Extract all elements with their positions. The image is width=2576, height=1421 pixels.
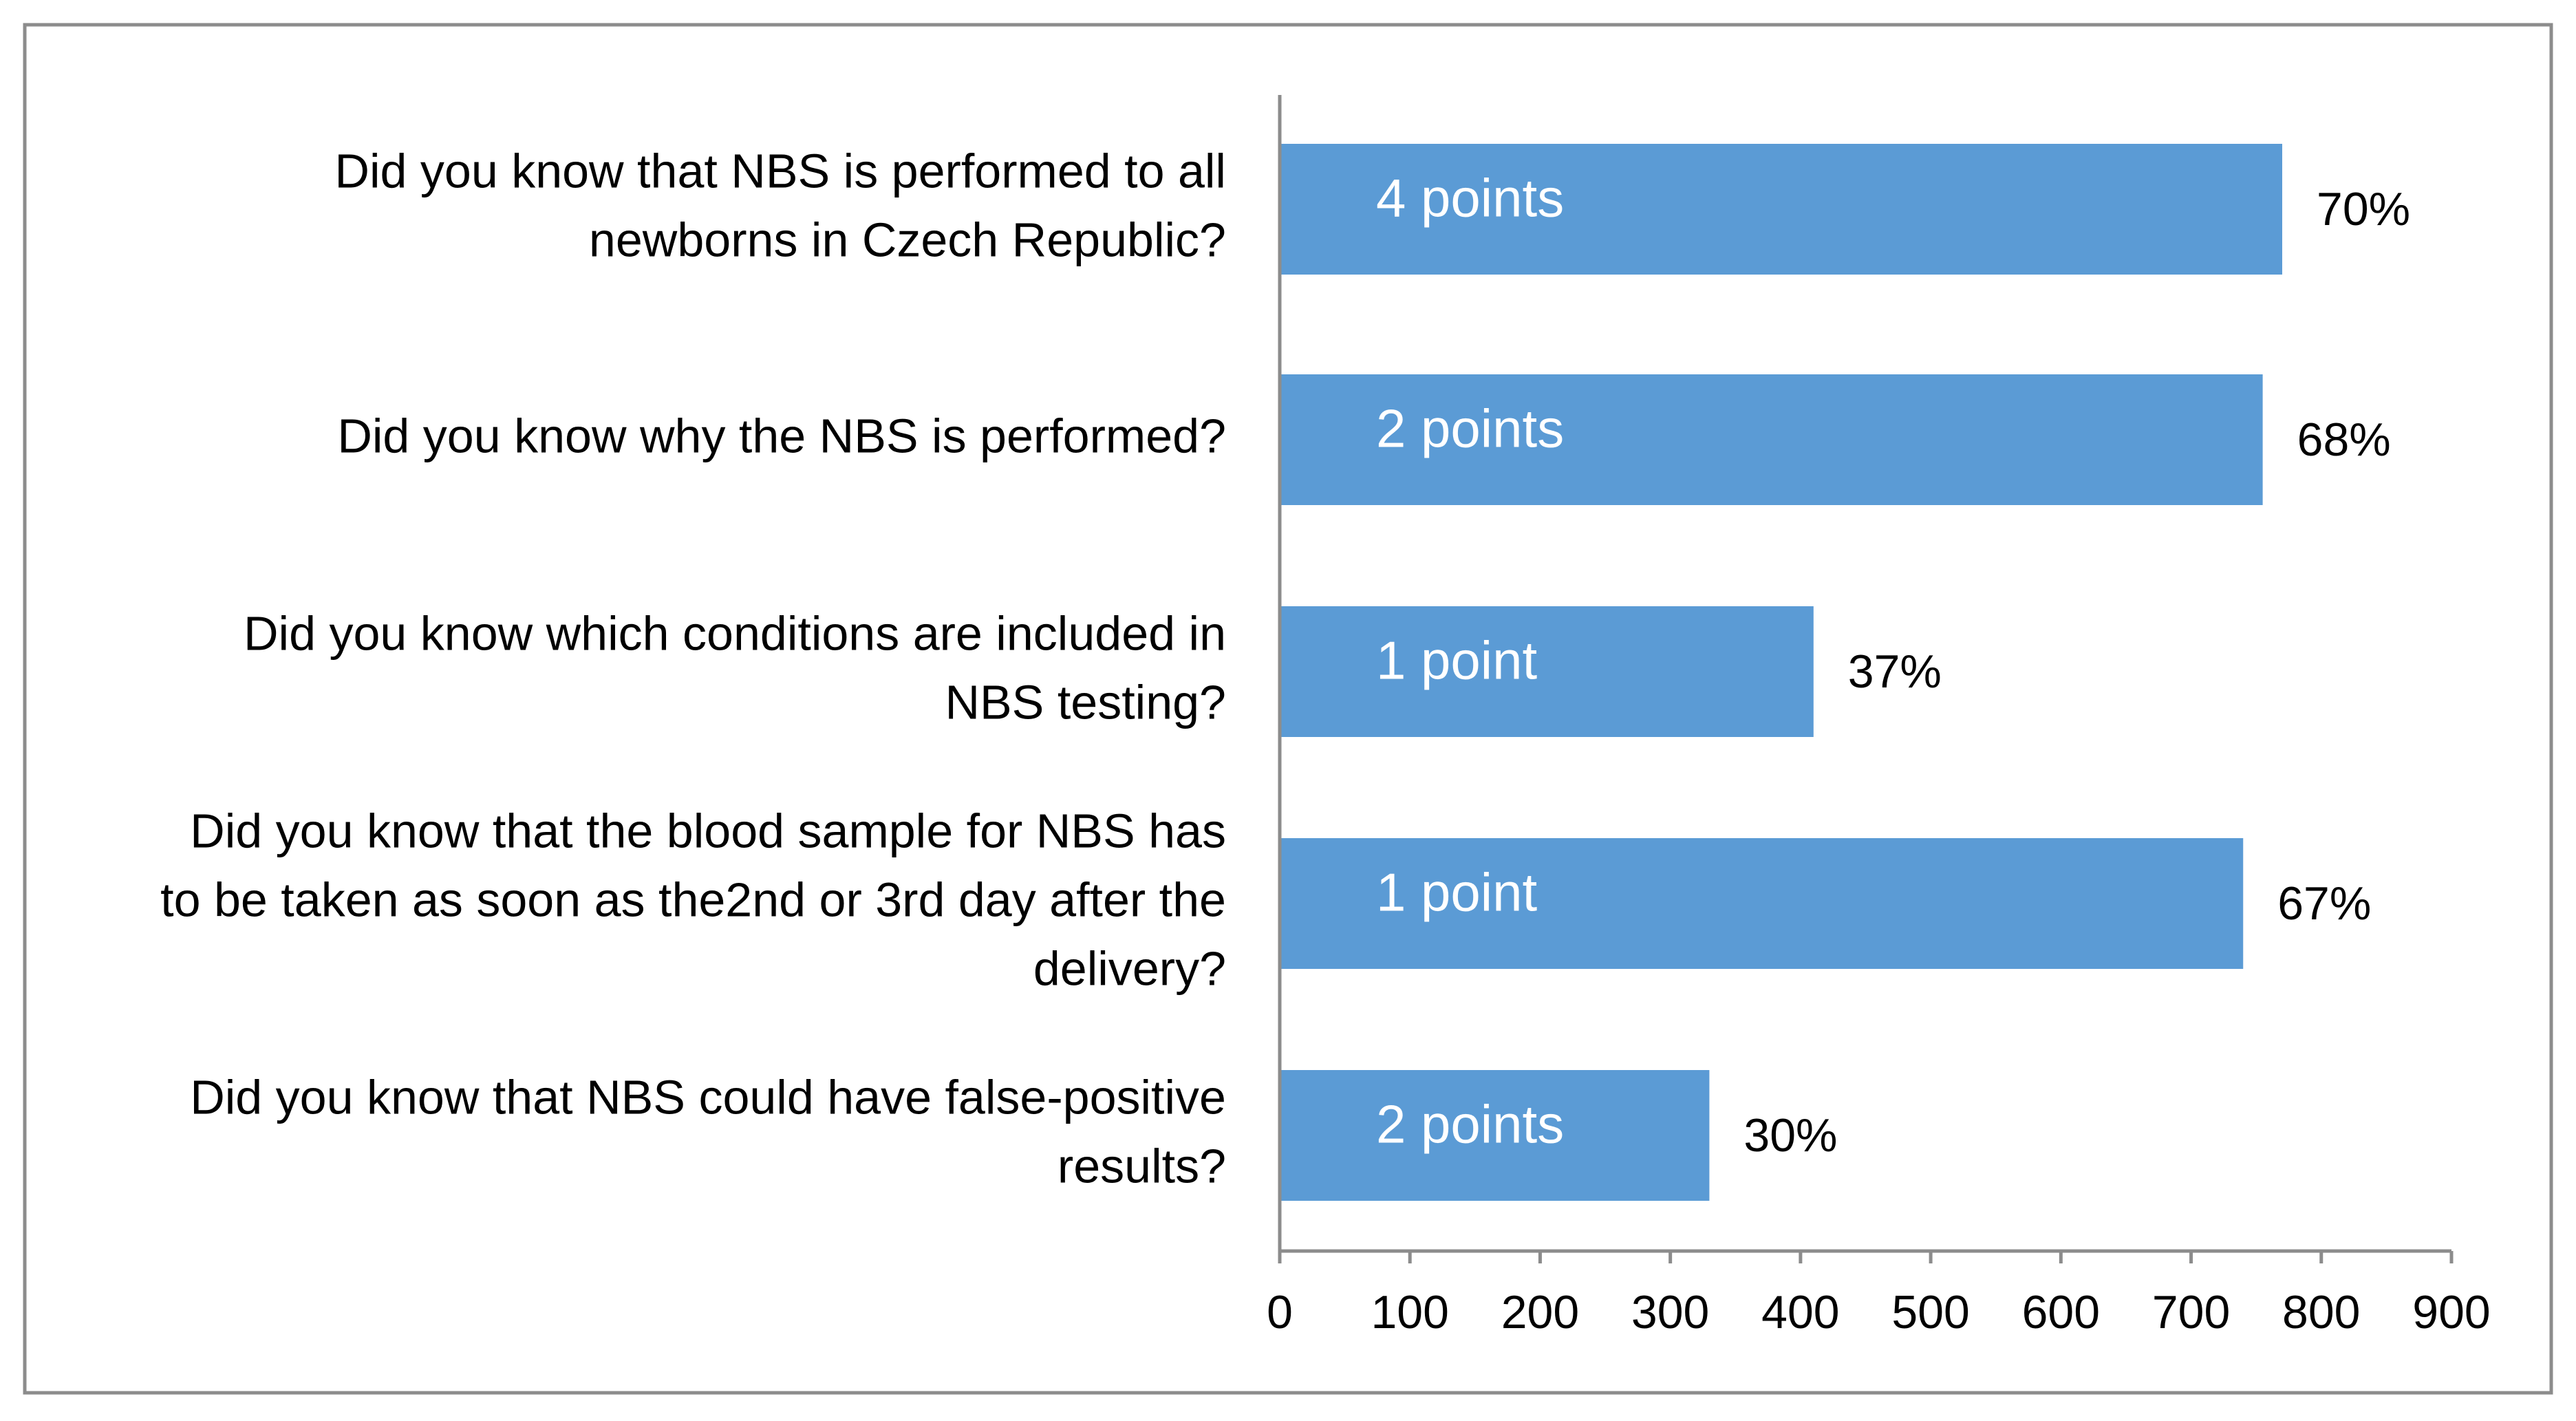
category-label-line: to be taken as soon as the2nd or 3rd day…: [160, 873, 1226, 926]
category-label-1: Did you know that NBS is performed to al…: [334, 144, 1226, 266]
bar-points-label-2: 2 points: [1376, 398, 1564, 459]
category-label-line: results?: [1058, 1139, 1226, 1193]
x-tick-label: 300: [1631, 1286, 1709, 1338]
bar-percent-label-3: 37%: [1848, 645, 1942, 698]
category-label-line: Did you know why the NBS is performed?: [337, 409, 1226, 462]
bar-4: [1280, 838, 2244, 969]
bar-2: [1280, 374, 2263, 505]
x-tick-label: 0: [1267, 1286, 1293, 1338]
labels-layer: 4 points 70% Did you know that NBS is perf…: [160, 144, 2410, 1193]
x-tick-label: 100: [1371, 1286, 1448, 1338]
category-label-5: Did you know that NBS could have false-p…: [190, 1070, 1226, 1193]
bar-points-label-4: 1 point: [1376, 862, 1538, 923]
x-tick-label: 800: [2282, 1286, 2360, 1338]
category-label-line: newborns in Czech Republic?: [589, 213, 1226, 266]
x-tick-label: 900: [2412, 1286, 2490, 1338]
bar-points-label-5: 2 points: [1376, 1094, 1564, 1155]
bar-3: [1280, 606, 1814, 737]
bar-1: [1280, 144, 2283, 275]
x-tick-label: 500: [1891, 1286, 1969, 1338]
x-tick-label: 200: [1501, 1286, 1579, 1338]
category-label-line: NBS testing?: [945, 675, 1226, 729]
category-label-2: Did you know why the NBS is performed?: [337, 409, 1226, 462]
bar-percent-label-1: 70%: [2317, 183, 2410, 235]
x-tick-label: 700: [2152, 1286, 2230, 1338]
category-label-line: Did you know that NBS could have false-p…: [190, 1070, 1226, 1124]
bar-points-label-3: 1 point: [1376, 630, 1538, 691]
bar-percent-label-5: 30%: [1743, 1109, 1837, 1162]
bar-percent-label-2: 68%: [2297, 414, 2391, 466]
category-label-4: Did you know that the blood sample for N…: [160, 804, 1226, 995]
category-label-line: Did you know that NBS is performed to al…: [334, 144, 1226, 197]
bar-5: [1280, 1070, 1710, 1201]
category-label-line: Did you know which conditions are includ…: [244, 606, 1226, 660]
category-label-line: delivery?: [1033, 941, 1226, 995]
bars-layer: [1280, 144, 2283, 1201]
bar-points-label-1: 4 points: [1376, 168, 1564, 228]
x-tick-label: 600: [2022, 1286, 2100, 1338]
category-label-line: Did you know that the blood sample for N…: [190, 804, 1226, 857]
x-tick-label: 400: [1761, 1286, 1839, 1338]
category-label-3: Did you know which conditions are includ…: [244, 606, 1226, 729]
axis-layer: 0 100 200 300 400 500 600 700 800 900: [1267, 95, 2491, 1338]
bar-percent-label-4: 67%: [2277, 877, 2371, 930]
